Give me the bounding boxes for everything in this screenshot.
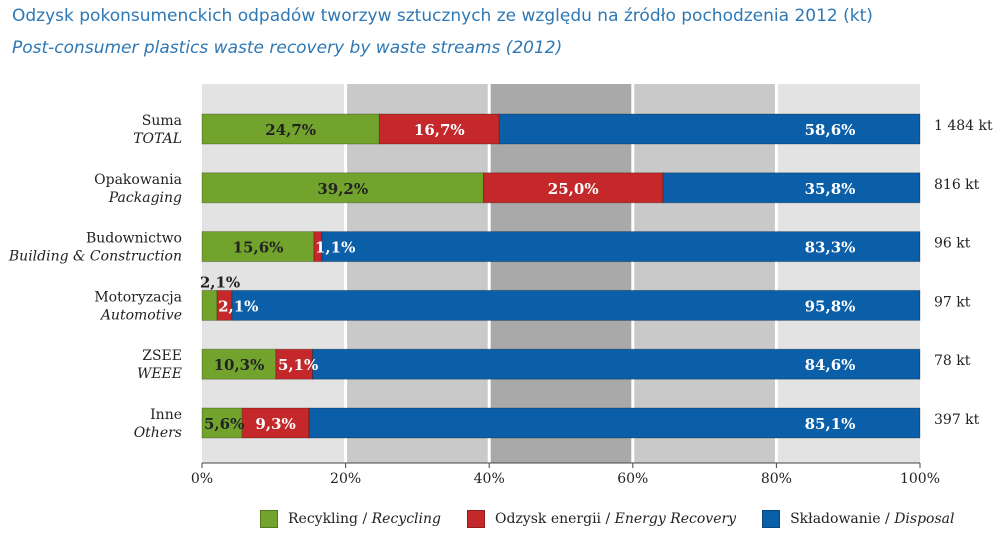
bar-segment-disposal: [231, 289, 921, 321]
stacked-bar-chart: 0% 20% 40% 60% 80% 100% Suma TOTAL 1 484 kt 24,7%…: [8, 84, 993, 487]
bar-segment-disposal: [308, 407, 921, 439]
data-label-recycling: 39,2%: [317, 180, 368, 198]
data-label-energy-recovery: 25,0%: [548, 180, 599, 198]
x-tick-label: 100%: [900, 471, 940, 487]
legend-label-energy-recovery: Odzysk energii / Energy Recovery: [494, 511, 737, 527]
data-label-disposal: 84,6%: [805, 356, 856, 374]
data-label-disposal: 58,6%: [805, 121, 856, 139]
category-label: Suma: [142, 113, 182, 129]
data-label-disposal: 35,8%: [805, 180, 856, 198]
legend-swatch-disposal: [762, 510, 781, 528]
data-label-recycling: 15,6%: [233, 239, 284, 257]
bar-segment-disposal: [321, 231, 921, 263]
bar-segment-energy-recovery: [241, 407, 310, 439]
category-label: ZSEE: [142, 348, 182, 364]
bar-segment-recycling: [201, 348, 277, 380]
data-label-energy-recovery: 9,3%: [255, 415, 295, 433]
row-total-label: 816 kt: [934, 177, 980, 193]
plot-band-2: [489, 84, 633, 463]
data-label-recycling: 10,3%: [214, 356, 265, 374]
data-label-disposal: 83,3%: [805, 239, 856, 257]
bar-segment-disposal: [662, 172, 921, 204]
x-tick-label: 60%: [617, 471, 648, 487]
bar-segment-recycling: [201, 407, 243, 439]
data-label-recycling: 2,1%: [200, 273, 240, 291]
data-label-energy-recovery: 16,7%: [414, 121, 465, 139]
category-label-en: Packaging: [108, 190, 182, 206]
bar-segment-disposal: [498, 113, 921, 145]
x-tick-label: 0%: [191, 471, 213, 487]
data-label-energy-recovery: 2,1%: [218, 297, 258, 315]
category-label: Motoryzacja: [94, 289, 182, 305]
chart-subtitle: Post-consumer plastics waste recovery by…: [12, 38, 563, 58]
plot-band-0: [202, 84, 346, 463]
category-label-en: WEEE: [137, 366, 182, 382]
bar-segment-disposal: [312, 348, 921, 380]
category-label-en: Automotive: [99, 307, 182, 323]
x-tick-label: 40%: [474, 471, 505, 487]
chart-legend: Recykling / Recycling Odzysk energii / E…: [260, 510, 954, 528]
row-total-label: 78 kt: [934, 353, 971, 369]
plot-band-1: [345, 84, 490, 463]
bar-segment-energy-recovery: [275, 348, 314, 380]
category-label-en: TOTAL: [133, 131, 182, 147]
x-tick-label: 80%: [761, 471, 792, 487]
legend-swatch-recycling: [260, 510, 278, 528]
category-label: Opakowania: [94, 172, 182, 188]
x-tick-label: 20%: [330, 471, 361, 487]
legend-label-recycling: Recykling / Recycling: [288, 511, 441, 527]
data-label-recycling: 24,7%: [265, 121, 316, 139]
bar-segment-recycling: [201, 172, 484, 204]
category-label-en: Others: [134, 425, 182, 441]
category-label: Budownictwo: [86, 231, 182, 247]
legend-label-disposal: Składowanie / Disposal: [790, 511, 955, 527]
row-total-label: 1 484 kt: [934, 118, 993, 134]
legend-swatch-energy-recovery: [466, 510, 485, 528]
data-label-energy-recovery: 5,1%: [278, 356, 318, 374]
plot-band-4: [776, 84, 920, 463]
row-total-label: 96 kt: [934, 236, 971, 252]
chart-title: Odzysk pokonsumenckich odpadów tworzyw s…: [12, 6, 873, 26]
row-total-label: 397 kt: [934, 412, 980, 428]
category-label: Inne: [150, 407, 182, 423]
bar-segment-recycling: [201, 231, 315, 263]
category-label-en: Building & Construction: [8, 249, 182, 265]
plot-band-3: [632, 84, 777, 463]
legend-item-energy-recovery: Odzysk energii / Energy Recovery: [466, 510, 737, 528]
bar-segment-energy-recovery: [378, 113, 500, 145]
data-label-disposal: 95,8%: [805, 297, 856, 315]
data-label-disposal: 85,1%: [805, 415, 856, 433]
row-total-label: 97 kt: [934, 294, 971, 310]
legend-item-recycling: Recykling / Recycling: [260, 510, 441, 528]
data-label-recycling: 5,6%: [204, 415, 244, 433]
legend-item-disposal: Składowanie / Disposal: [762, 510, 954, 528]
bar-segment-recycling: [201, 113, 380, 145]
data-label-energy-recovery: 1,1%: [315, 239, 355, 257]
bar-segment-recycling: [201, 289, 218, 321]
